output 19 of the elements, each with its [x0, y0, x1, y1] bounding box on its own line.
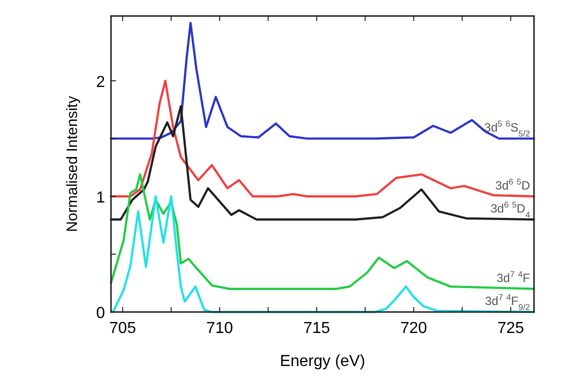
x-axis-title: Energy (eV): [280, 353, 366, 370]
y-tick-label: 2: [96, 74, 106, 91]
series-label: 3d$^{5}$ $^{6}$S$_{5/2}$: [484, 118, 530, 139]
y-tick-label: 1: [96, 189, 106, 206]
line-series: [110, 80, 536, 198]
x-tick-label: 725: [497, 320, 524, 337]
line-series: [110, 173, 536, 290]
series-label: 3d$^{6}$ $^{5}$D: [495, 176, 530, 192]
line-series: [110, 22, 536, 140]
series-label: 3d$^{7}$ $^{4}$F$_{9/2}$: [484, 292, 530, 312]
x-tick-label: 720: [400, 320, 428, 337]
line-series: [110, 195, 536, 314]
y-axis-title: Normalised Intensity: [64, 96, 81, 232]
series-label: 3d$^{7}$ $^{4}$F: [496, 268, 530, 285]
x-tick-label: 705: [109, 320, 136, 337]
y-tick-label: 0: [96, 305, 106, 322]
x-tick-label: 715: [303, 320, 330, 337]
series-label: 3d$^{6}$ $^{5}$D$_{4}$: [490, 200, 530, 220]
x-tick-label: 710: [206, 320, 234, 337]
